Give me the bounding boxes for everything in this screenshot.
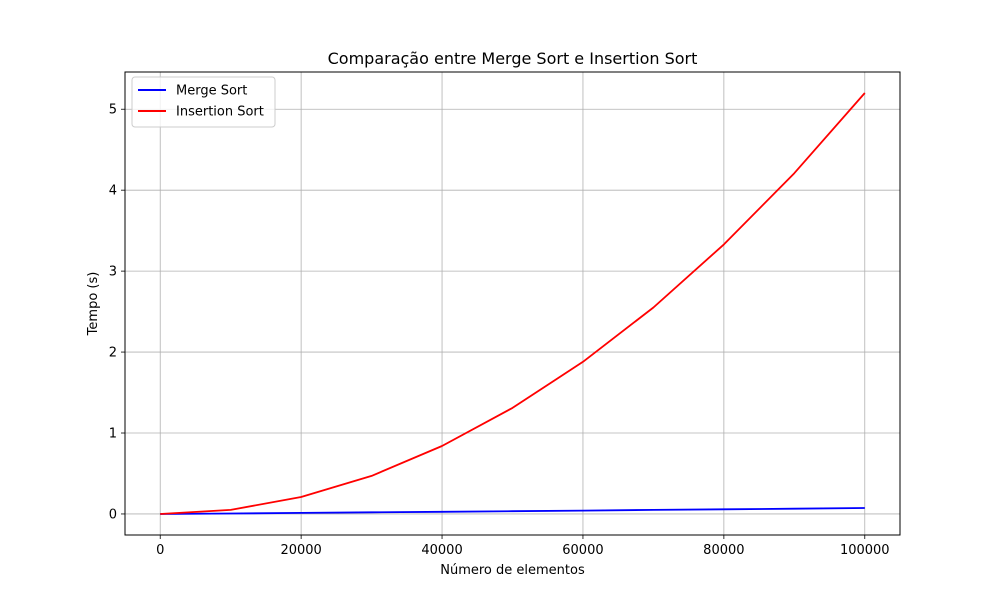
plot-frame bbox=[124, 71, 901, 536]
legend-label: Insertion Sort bbox=[176, 105, 264, 120]
legend-box bbox=[131, 76, 276, 128]
legend: Merge Sort Insertion Sort bbox=[131, 76, 276, 128]
grid bbox=[125, 72, 900, 535]
legend-label: Merge Sort bbox=[176, 84, 247, 99]
axis-ticks: 0 20000 40000 60000 80000 100000 0 1 2 3 4 5 bbox=[109, 103, 890, 558]
series-line-insertion-sort bbox=[160, 92, 866, 515]
x-axis-label: Número de elementos bbox=[440, 563, 585, 578]
y-tick-label: 3 bbox=[109, 265, 117, 280]
x-tick-label: 80000 bbox=[703, 543, 744, 558]
x-tick-label: 40000 bbox=[421, 543, 462, 558]
x-tick-label: 100000 bbox=[840, 543, 890, 558]
x-tick-label: 60000 bbox=[562, 543, 603, 558]
series-lines bbox=[160, 92, 866, 515]
x-tick-label: 20000 bbox=[280, 543, 321, 558]
y-tick-label: 0 bbox=[109, 507, 117, 522]
chart-title: Comparação entre Merge Sort e Insertion … bbox=[328, 49, 698, 68]
series-line-merge-sort bbox=[160, 507, 865, 515]
y-tick-label: 5 bbox=[109, 103, 117, 118]
y-tick-label: 2 bbox=[109, 346, 117, 361]
y-tick-label: 4 bbox=[109, 184, 117, 199]
y-axis-label: Tempo (s) bbox=[86, 272, 101, 337]
y-tick-label: 1 bbox=[109, 427, 117, 442]
x-tick-label: 0 bbox=[156, 543, 164, 558]
